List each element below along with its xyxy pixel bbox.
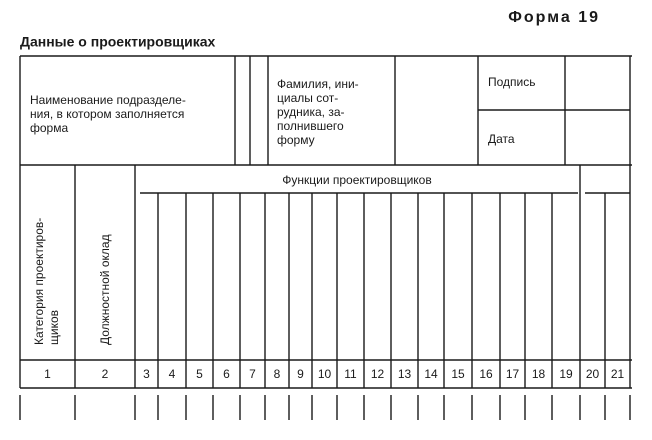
column-number: 6	[223, 367, 230, 381]
column-number: 16	[479, 367, 493, 381]
salary-header: Должностной оклад	[98, 234, 112, 345]
column-number: 7	[249, 367, 256, 381]
column-number: 12	[371, 367, 385, 381]
signature-label: Подпись	[488, 75, 536, 89]
functions-header: Функции проектировщиков	[282, 173, 431, 187]
column-number: 18	[532, 367, 546, 381]
employee-label: форму	[277, 133, 315, 147]
form-label: Форма 19	[508, 9, 600, 26]
column-number: 11	[344, 367, 357, 381]
department-label: ния, в котором заполняется	[30, 107, 184, 121]
column-number: 5	[196, 367, 203, 381]
employee-label: полнившего	[277, 119, 344, 133]
department-label: Наименование подразделе-	[30, 93, 186, 107]
column-number: 15	[451, 367, 465, 381]
column-number: 9	[297, 367, 304, 381]
column-number: 13	[398, 367, 412, 381]
column-number: 3	[143, 367, 150, 381]
column-number: 20	[586, 367, 600, 381]
employee-label: циалы сот-	[277, 91, 338, 105]
category-header: щиков	[47, 310, 61, 345]
date-label: Дата	[488, 132, 515, 146]
column-number: 1	[44, 367, 51, 381]
column-number: 17	[506, 367, 520, 381]
department-label: форма	[30, 121, 68, 135]
form-title: Данные о проектировщиках	[20, 34, 215, 50]
column-number: 21	[611, 367, 625, 381]
column-number: 10	[318, 367, 332, 381]
employee-label: Фамилия, ини-	[277, 77, 359, 91]
column-number: 8	[274, 367, 281, 381]
employee-label: рудника, за-	[277, 105, 345, 119]
column-number: 4	[169, 367, 176, 381]
column-number: 2	[102, 367, 109, 381]
category-header: Категория проектиров-	[32, 218, 46, 345]
column-number: 19	[559, 367, 573, 381]
column-number: 14	[424, 367, 438, 381]
